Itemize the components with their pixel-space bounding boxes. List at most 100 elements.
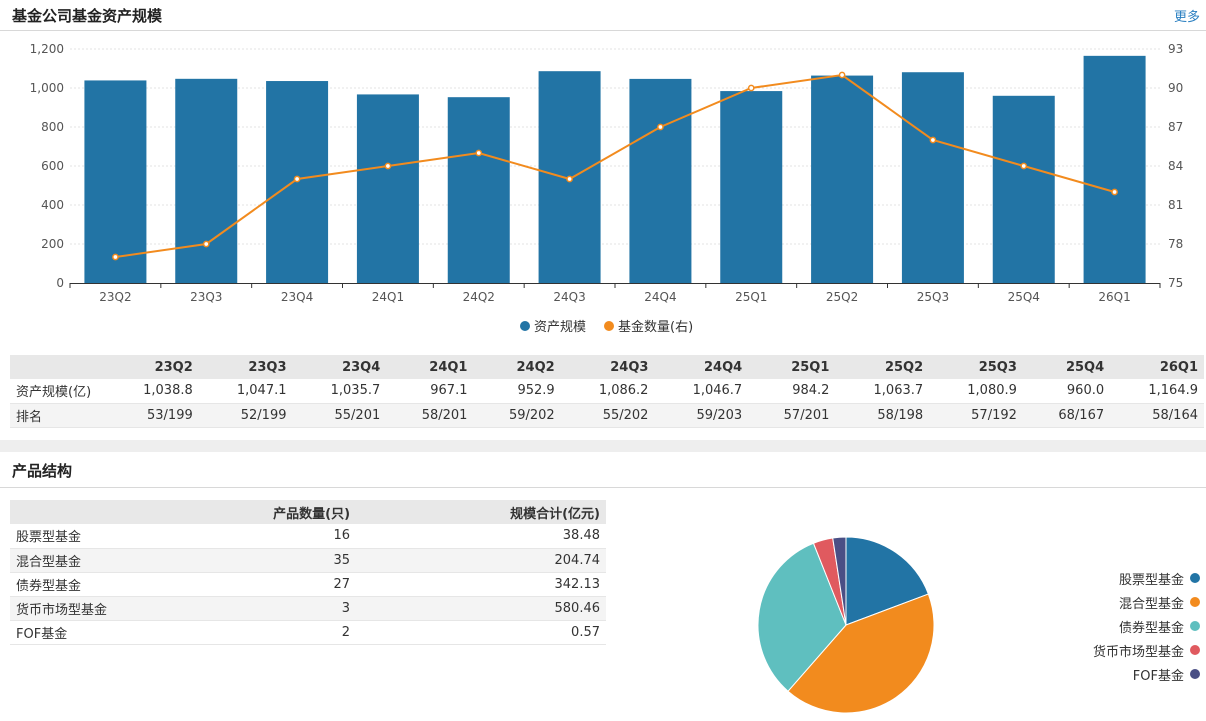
quarter-header-blank [10,355,105,379]
line-point-23Q4[interactable] [293,175,301,183]
line-point-24Q4[interactable] [657,123,664,131]
pie-legend-item[interactable]: 货币市场型基金 [1000,638,1200,662]
product-header: 规模合计(亿元) [356,500,606,524]
bar-24Q4[interactable] [629,78,692,284]
product-name-cell: 债券型基金 [10,572,140,597]
line-point-25Q4[interactable] [1020,162,1028,170]
table-row: 排名 53/199 52/199 55/201 58/201 59/202 55/202 59… [10,403,1204,428]
bar-26Q1[interactable] [1083,55,1146,283]
y-right-tick-label: 84 [1168,159,1183,173]
table-cell: 58/164 [1110,403,1204,428]
bar-25Q2[interactable] [811,75,874,284]
y-right-tick-label: 87 [1168,120,1183,134]
line-point-24Q2[interactable] [475,149,483,157]
bar-23Q3[interactable] [175,78,238,284]
table-cell: 1,035.7 [292,379,387,404]
pie-legend-dot [1190,621,1200,631]
pie-legend-label: 债券型基金 [1118,620,1184,636]
legend-label[interactable]: 资产规模 [534,320,586,335]
quarter-header: 25Q3 [929,355,1023,379]
bar-25Q4[interactable] [992,95,1055,283]
quarter-header: 23Q2 [105,355,199,379]
line-point-23Q2[interactable] [112,253,119,261]
pie-legend-item[interactable]: 混合型基金 [1000,590,1200,614]
line-point-24Q1[interactable] [384,162,392,170]
x-tick-label: 25Q1 [735,290,767,304]
legend-label[interactable]: 基金数量(右) [618,319,693,335]
x-tick-label: 24Q1 [372,290,404,304]
bar-25Q3[interactable] [901,72,964,283]
product-header: 产品数量(只) [140,500,357,524]
pie-legend-item[interactable]: 债券型基金 [1000,614,1200,638]
table-cell: 58/198 [835,403,930,428]
product-pie-chart [757,536,935,714]
y-left-tick-label: 800 [41,120,64,134]
table-cell: 1,047.1 [198,379,293,404]
quarter-header: 24Q4 [654,355,749,379]
pie-legend: 股票型基金混合型基金债券型基金货币市场型基金 FOF基金 [1000,566,1200,686]
product-count-cell: 35 [140,548,357,573]
legend-dot [520,321,530,331]
line-point-25Q1[interactable] [747,84,755,92]
quarter-header: 24Q3 [560,355,655,379]
table-cell: 1,086.2 [560,379,655,404]
y-left-tick-label: 0 [56,276,64,290]
y-right-tick-label: 81 [1168,198,1183,212]
table-cell: 55/202 [560,403,655,428]
pie-legend-dot [1190,669,1200,679]
product-scale-cell: 204.74 [356,548,606,573]
line-point-23Q3[interactable] [202,240,210,248]
pie-slice-1[interactable] [845,536,930,626]
fund-count-line [115,73,1115,258]
y-right-tick-label: 90 [1168,81,1183,95]
y-left-tick-label: 400 [41,198,64,212]
quarter-header: 23Q3 [198,355,293,379]
pie-slice-5[interactable] [832,536,847,626]
x-tick-label: 24Q3 [553,290,585,304]
legend-dot [604,321,614,331]
product-structure-title: 产品结构 [12,462,73,480]
table-cell: 55/201 [292,403,387,428]
pie-slice-2[interactable] [787,593,935,714]
pie-legend-item[interactable]: FOF基金 [1000,662,1200,686]
bar-24Q1[interactable] [356,94,419,283]
more-link[interactable]: 更多 [1173,10,1200,25]
table-cell: 57/201 [748,403,836,428]
line-point-25Q2[interactable] [838,71,846,79]
line-point-26Q1[interactable] [1111,188,1118,196]
quarter-header: 25Q1 [748,355,836,379]
y-right-tick-label: 75 [1168,276,1183,290]
product-row: 债券型基金 27 342.13 [10,572,606,597]
bar-24Q2[interactable] [447,97,510,283]
pie-slice-3[interactable] [757,542,847,692]
product-scale-cell: 580.46 [356,596,606,621]
pie-legend-dot [1190,597,1200,607]
x-tick-label: 25Q4 [1008,290,1040,304]
quarter-table: 23Q2 23Q3 23Q4 24Q1 24Q2 24Q3 24Q4 25Q1 25Q2 25Q3… [10,355,1204,428]
quarter-header: 25Q2 [835,355,930,379]
product-row: 股票型基金 16 38.48 [10,524,606,549]
line-point-25Q3[interactable] [929,136,937,144]
bar-25Q1[interactable] [720,91,783,284]
table-cell: 984.2 [748,379,836,404]
product-row: 货币市场型基金 3 580.46 [10,596,606,621]
line-point-24Q3[interactable] [566,175,573,183]
table-cell: 1,080.9 [929,379,1023,404]
table-cell: 58/201 [386,403,474,428]
page-title: 基金公司基金资产规模 [12,7,163,25]
product-name-cell: 货币市场型基金 [10,596,140,621]
x-tick-label: 23Q2 [99,290,131,304]
x-tick-label: 24Q4 [644,290,676,304]
asset-section-header: 基金公司基金资产规模 更多 [0,0,1206,31]
pie-legend-label: 股票型基金 [1118,572,1184,588]
bar-23Q2[interactable] [84,80,147,284]
pie-legend-label: 货币市场型基金 [1092,644,1184,660]
product-scale-cell: 342.13 [356,572,606,597]
pie-legend-dot [1190,573,1200,583]
product-scale-cell: 38.48 [356,524,606,549]
table-cell: 967.1 [386,379,474,404]
pie-legend-label: 混合型基金 [1118,596,1184,612]
pie-legend-item[interactable]: 股票型基金 [1000,566,1200,590]
table-cell: 960.0 [1022,379,1111,404]
y-right-tick-label: 93 [1168,42,1183,56]
